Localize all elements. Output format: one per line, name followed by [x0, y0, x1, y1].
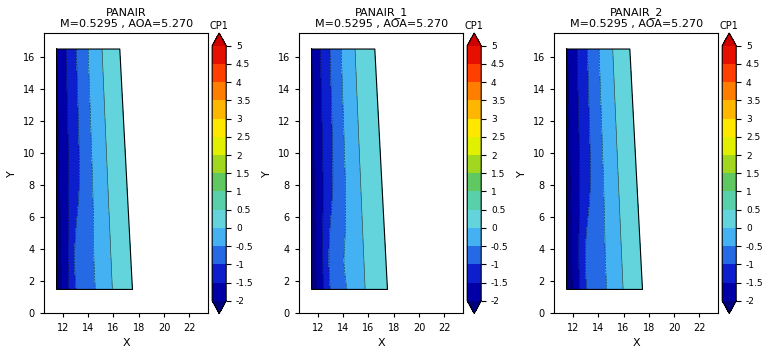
Title: PANAIR
M=0.5295 , AOA=5.270: PANAIR M=0.5295 , AOA=5.270 [59, 8, 193, 29]
Title: PANAIR_2
M=0.5295 , AOA=5.270: PANAIR_2 M=0.5295 , AOA=5.270 [570, 7, 703, 29]
Title: CP1: CP1 [465, 21, 483, 31]
Title: CP1: CP1 [720, 21, 739, 31]
X-axis label: X: X [378, 338, 385, 348]
PathPatch shape [467, 33, 481, 46]
PathPatch shape [467, 301, 481, 313]
Y-axis label: Y: Y [517, 170, 527, 177]
Title: CP1: CP1 [210, 21, 229, 31]
Y-axis label: Y: Y [262, 170, 272, 177]
PathPatch shape [212, 33, 226, 46]
PathPatch shape [212, 301, 226, 313]
X-axis label: X: X [632, 338, 640, 348]
PathPatch shape [723, 33, 736, 46]
Y-axis label: Y: Y [7, 170, 17, 177]
Title: PANAIR_1
M=0.5295 , AOA=5.270: PANAIR_1 M=0.5295 , AOA=5.270 [314, 7, 448, 29]
PathPatch shape [723, 301, 736, 313]
X-axis label: X: X [122, 338, 130, 348]
